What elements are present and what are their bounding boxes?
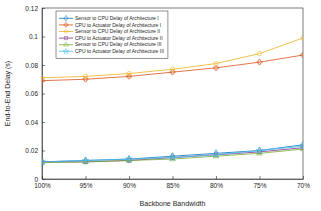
- legend-entry: Sensor to CPU Delay of Architecture III: [59, 41, 161, 47]
- marker: [213, 65, 218, 70]
- legend-line: [59, 24, 73, 25]
- tick: 75%: [253, 176, 266, 189]
- tick-mark: [260, 176, 261, 179]
- tick-mark: [42, 151, 45, 152]
- legend-label: CPU to Actuator Delay of Architecture I: [75, 22, 161, 28]
- x-axis-title: Backbone Bandwidth: [140, 200, 206, 207]
- plot-area: 100% 95% 90% 85% 80% 75% 70% 0 0.02 0.04 0.06 0.08 0…: [25, 5, 310, 189]
- tick-label: 85%: [166, 182, 179, 189]
- legend-label: Sensor to CPU Delay of Architecture III: [75, 41, 161, 47]
- plot-background: [42, 8, 303, 179]
- legend-box: [56, 11, 168, 59]
- x-axis: 100% 95% 90% 85% 80% 75% 70%: [34, 176, 310, 189]
- marker: [42, 76, 44, 80]
- tick: 95%: [79, 176, 92, 189]
- legend-marker: [64, 42, 69, 46]
- tick-label: 0: [34, 176, 38, 183]
- legend-line: [59, 31, 73, 32]
- marker: [300, 53, 303, 58]
- tick-label: 100%: [34, 182, 51, 189]
- marker: [169, 154, 176, 160]
- tick-mark: [42, 65, 45, 66]
- marker: [126, 156, 133, 162]
- tick-label: 0.12: [25, 5, 38, 12]
- tick-label: 90%: [123, 182, 136, 189]
- tick-label: 0.04: [25, 119, 38, 126]
- legend: Sensor to CPU Delay of Architecture ICPU…: [56, 11, 168, 59]
- marker: [257, 51, 261, 55]
- tick-label: 0.06: [25, 90, 38, 97]
- marker: [257, 60, 262, 65]
- legend-entry: CPU to Actuator Delay of Architecture I: [59, 22, 161, 28]
- tick-mark: [86, 176, 87, 179]
- tick-mark: [42, 122, 45, 123]
- legend-line: [59, 18, 73, 19]
- legend-marker: [64, 15, 67, 21]
- tick-label: 75%: [253, 182, 266, 189]
- series: [42, 146, 303, 164]
- legend-marker: [63, 48, 69, 53]
- marker: [127, 71, 131, 75]
- series-line: [42, 146, 303, 162]
- legend-entry: CPU to Actuator Delay of Architecture II…: [59, 48, 164, 54]
- tick-label: 70%: [297, 182, 310, 189]
- tick-mark: [42, 37, 45, 38]
- tick-label: 0.1: [29, 33, 38, 40]
- tick-label: 0.02: [25, 147, 38, 154]
- tick-label: 95%: [79, 182, 92, 189]
- tick-mark: [129, 176, 130, 179]
- tick-mark: [173, 176, 174, 179]
- series: [42, 141, 303, 165]
- marker: [214, 61, 218, 65]
- legend-line: [59, 44, 73, 45]
- series-line: [42, 145, 303, 162]
- tick-mark: [42, 94, 45, 95]
- legend-label: Sensor to CPU Delay of Architecture I: [75, 15, 159, 21]
- y-axis-title: End-to-End Delay (s): [4, 61, 12, 126]
- legend-label: Sensor to CPU Delay of Architecture II: [75, 28, 160, 34]
- legend-marker: [64, 37, 67, 40]
- tick: 70%: [297, 176, 310, 189]
- chart: 100% 95% 90% 85% 80% 75% 70% 0 0.02 0.04 0.06 0.08 0…: [0, 0, 321, 211]
- legend-marker: [64, 23, 68, 27]
- marker: [42, 158, 45, 164]
- legend-entry: Sensor to CPU Delay of Architecture I: [59, 15, 159, 21]
- legend-line: [59, 51, 73, 52]
- tick-label: 80%: [210, 182, 223, 189]
- marker: [301, 36, 303, 40]
- legend-label: CPU to Actuator Delay of Architecture II: [75, 35, 163, 41]
- legend-entry: Sensor to CPU Delay of Architecture II: [59, 28, 160, 34]
- marker: [82, 157, 89, 163]
- tick: 0.1: [29, 33, 45, 40]
- series: [42, 143, 303, 165]
- tick-mark: [216, 176, 217, 179]
- legend-marker: [64, 30, 68, 34]
- marker: [213, 151, 220, 157]
- legend-label: CPU to Actuator Delay of Architecture II…: [75, 48, 164, 54]
- tick: 85%: [166, 176, 179, 189]
- series: [42, 146, 303, 164]
- marker: [83, 74, 87, 78]
- marker: [256, 147, 263, 153]
- plot-frame: [42, 8, 303, 179]
- marker: [300, 143, 303, 149]
- legend-entry: CPU to Actuator Delay of Architecture II: [59, 35, 163, 41]
- legend-line: [59, 38, 73, 39]
- tick: 90%: [123, 176, 136, 189]
- tick: 80%: [210, 176, 223, 189]
- marker: [170, 67, 174, 71]
- tick-label: 0.08: [25, 62, 38, 69]
